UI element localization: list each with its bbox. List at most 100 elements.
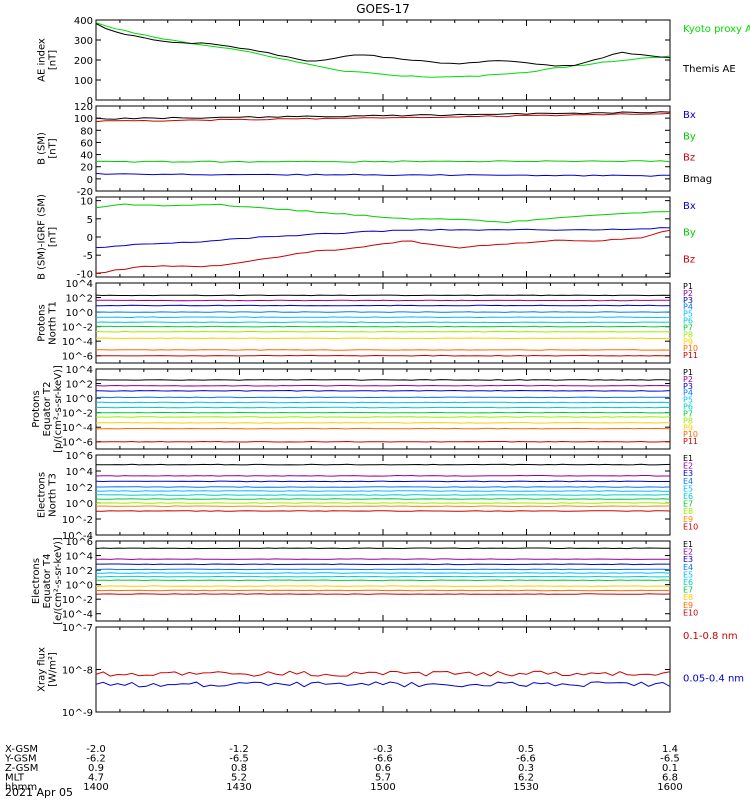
- legend-label: E6: [683, 578, 693, 587]
- y-tick-label: 10^4: [66, 279, 93, 290]
- series-line-p1: [95, 294, 671, 297]
- ephem-value: 0.3: [518, 763, 534, 774]
- legend-label: Bz: [683, 153, 695, 164]
- ephem-value: 1500: [370, 782, 395, 793]
- y-axis-label: [e/(cm²-s-sr-keV)]: [53, 537, 64, 625]
- legend-label: P11: [683, 351, 698, 360]
- series-line-p7: [96, 325, 671, 328]
- series-line-e9: [95, 505, 671, 508]
- legend-label: P2: [683, 289, 693, 298]
- ephem-value: 1430: [226, 782, 251, 793]
- ephem-value: -6.5: [660, 754, 680, 765]
- y-tick-label: -5: [83, 251, 93, 262]
- ephem-value: 0.1: [662, 763, 678, 774]
- legend-label: P6: [683, 403, 693, 412]
- y-axis-label: Protons: [37, 304, 48, 341]
- series-line-p6: [95, 321, 671, 324]
- series-line-e8: [95, 502, 671, 504]
- y-tick-label: 5: [87, 215, 93, 226]
- y-axis-label: [p/(cm²-s-sr-keV)]: [53, 365, 64, 453]
- y-tick-label: 120: [74, 102, 93, 113]
- y-tick-label: 10^-4: [62, 337, 93, 348]
- y-tick-label: 10^0: [66, 394, 93, 405]
- ephem-value: -6.2: [86, 754, 106, 765]
- y-tick-label: 200: [74, 56, 93, 67]
- y-tick-label: 0: [87, 233, 93, 244]
- legend-label: E4: [683, 563, 693, 572]
- legend-label: P10: [683, 430, 698, 439]
- series-line-bmag: [95, 111, 671, 120]
- y-axis-label: Protons: [31, 390, 42, 427]
- legend-label: By: [683, 131, 696, 142]
- legend-label: P11: [683, 437, 698, 446]
- ephem-value: 0.5: [518, 744, 534, 755]
- y-tick-label: 10^-9: [62, 708, 93, 719]
- series-line-p5: [95, 401, 671, 404]
- panel-xray: 10^-7 10^-8 10^-9 Xray flux [W/m²] 0.1-0.8 nm…: [37, 623, 745, 719]
- y-tick-label: 10^2: [66, 380, 93, 391]
- y-tick-label: 10^2: [66, 483, 93, 494]
- legend-label: E1: [683, 454, 693, 463]
- series-line-0-05-0-4-nm: [95, 681, 671, 688]
- series-line-p10: [95, 349, 671, 351]
- y-axis-label: [nT]: [48, 138, 59, 158]
- legend-label: E7: [683, 586, 693, 595]
- y-axis-label: Electrons: [37, 472, 48, 518]
- panel-ae: 0 100 200 300 400 AE index[nT] Kyoto proxy AE T…: [37, 16, 750, 107]
- y-axis-label: B (SM): [37, 132, 48, 165]
- legend-label: P3: [683, 382, 693, 391]
- y-tick-label: 10^6: [66, 537, 93, 548]
- ephem-value: 4.7: [88, 773, 104, 784]
- series-line-e8: [95, 585, 671, 587]
- panel-electrons_t3: 10^6 10^4 10^2 10^0 10^-2 10^-4 Electrons North…: [37, 451, 699, 542]
- y-tick-label: 10^2: [66, 294, 93, 305]
- ephem-value: 5.7: [375, 773, 391, 784]
- ephem-value: 1530: [513, 782, 538, 793]
- legend-label: E1: [683, 540, 693, 549]
- series-line-e5: [96, 572, 671, 574]
- ephem-value: -6.6: [516, 754, 536, 765]
- legend-label: E6: [683, 492, 693, 501]
- series-line-e7: [96, 579, 671, 582]
- y-tick-label: 10^4: [66, 552, 93, 563]
- series-line-p4: [95, 311, 671, 313]
- legend-label: Themis AE: [682, 64, 736, 75]
- series-line-p8: [95, 330, 671, 333]
- legend-label: P4: [683, 389, 693, 398]
- y-axis-label: Electrons: [31, 558, 42, 604]
- panel-frame: [95, 19, 671, 101]
- panel-protons_t1: 10^4 10^2 10^0 10^-2 10^-4 10^-6 Protons North …: [37, 279, 698, 364]
- series-line-p5: [95, 316, 670, 319]
- series-line-e2: [95, 474, 670, 477]
- y-tick-label: 10^-2: [62, 595, 93, 606]
- series-line-p6: [95, 406, 671, 409]
- series-line-e1: [96, 463, 671, 466]
- series-line-bx: [95, 172, 671, 177]
- ephem-value: -6.6: [373, 754, 393, 765]
- ephem-row-label: Y-GSM: [4, 754, 37, 765]
- series-line-p1: [96, 379, 671, 381]
- y-axis-label: North T1: [48, 301, 59, 345]
- y-tick-label: 60: [80, 138, 93, 149]
- y-axis-label: B (SM)-IGRF (SM): [37, 194, 48, 280]
- series-line-p2: [95, 384, 671, 387]
- y-tick-label: 10^-4: [62, 531, 93, 542]
- legend-label: E5: [683, 484, 693, 493]
- y-tick-label: 0: [87, 175, 93, 186]
- y-tick-label: 10^-4: [62, 610, 93, 621]
- series-line-e7: [95, 498, 671, 500]
- ephem-value: 6.2: [518, 773, 534, 784]
- ephem-value: -2.0: [86, 744, 106, 755]
- legend-label: P2: [683, 375, 693, 384]
- panel-b_minus_igrf: -10 -5 0 5 10 B (SM)-IGRF (SM) [nT] Bx By Bz: [37, 194, 696, 280]
- series-line-e3: [95, 480, 670, 483]
- date-label: 2021 Apr 05: [5, 786, 73, 799]
- series-line-bz: [95, 229, 671, 274]
- legend-label: E10: [683, 608, 698, 617]
- series-line-p3: [95, 304, 671, 307]
- y-tick-label: 10^-6: [62, 438, 93, 449]
- ephem-row-label: MLT: [5, 773, 25, 784]
- legend-label: E3: [683, 469, 693, 478]
